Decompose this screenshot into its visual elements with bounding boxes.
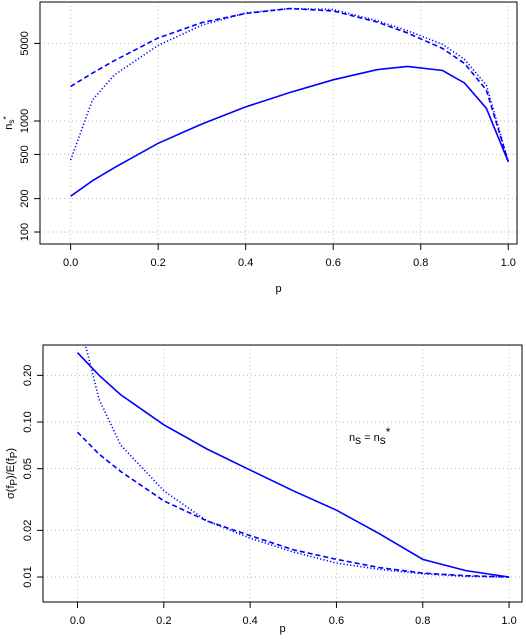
label-part: s xyxy=(7,119,16,123)
line xyxy=(69,7,510,162)
y-tick-label: 5000 xyxy=(19,31,31,55)
y-axis-label: σ(fP)/E(fP) xyxy=(5,448,20,499)
x-tick-label: 0.0 xyxy=(70,615,85,627)
label-part: P xyxy=(9,479,20,486)
label-part: * xyxy=(386,425,391,439)
line xyxy=(84,345,510,578)
annotation: ns = ns* xyxy=(349,425,391,447)
x-tick-label: 0.2 xyxy=(151,257,166,269)
line xyxy=(76,431,510,578)
label-part: ) xyxy=(5,448,17,452)
x-tick-label: 0.8 xyxy=(413,257,428,269)
label-part: = n xyxy=(361,432,380,444)
x-tick-label: 0.6 xyxy=(326,257,341,269)
y-tick-label: 0.10 xyxy=(22,411,34,432)
x-tick-label: 0.8 xyxy=(415,615,430,627)
x-tick-label: 0.4 xyxy=(238,257,253,269)
label-part: n xyxy=(349,432,355,444)
y-tick-label: 0.01 xyxy=(22,566,34,587)
plot-box xyxy=(42,344,523,603)
label-part: )/E(f xyxy=(5,457,17,479)
y-tick-label: 0.20 xyxy=(22,365,34,386)
x-axis-label: p xyxy=(279,623,285,635)
y-tick-label: 500 xyxy=(19,145,31,163)
label-part: P xyxy=(9,452,20,459)
y-tick-label: 1000 xyxy=(19,109,31,133)
y-tick-label: 0.05 xyxy=(22,458,34,479)
y-axis-label: ns* xyxy=(2,115,16,129)
x-axis-label: p xyxy=(275,283,281,295)
x-tick-label: 0.6 xyxy=(329,615,344,627)
label-part: n xyxy=(3,124,15,130)
plot-box xyxy=(39,1,518,245)
line xyxy=(70,7,510,162)
x-tick-label: 0.0 xyxy=(63,257,78,269)
line xyxy=(70,65,509,197)
label-part: s xyxy=(380,433,386,447)
label-part: * xyxy=(2,115,11,119)
x-tick-label: 0.2 xyxy=(156,615,171,627)
y-tick-label: 200 xyxy=(19,189,31,207)
y-tick-label: 0.02 xyxy=(22,520,34,541)
label-part: σ(f xyxy=(5,485,17,499)
x-tick-label: 1.0 xyxy=(501,615,516,627)
label-part: s xyxy=(355,433,361,447)
y-tick-label: 100 xyxy=(19,223,31,241)
x-tick-label: 0.4 xyxy=(242,615,257,627)
x-tick-label: 1.0 xyxy=(501,257,516,269)
line xyxy=(76,352,510,578)
